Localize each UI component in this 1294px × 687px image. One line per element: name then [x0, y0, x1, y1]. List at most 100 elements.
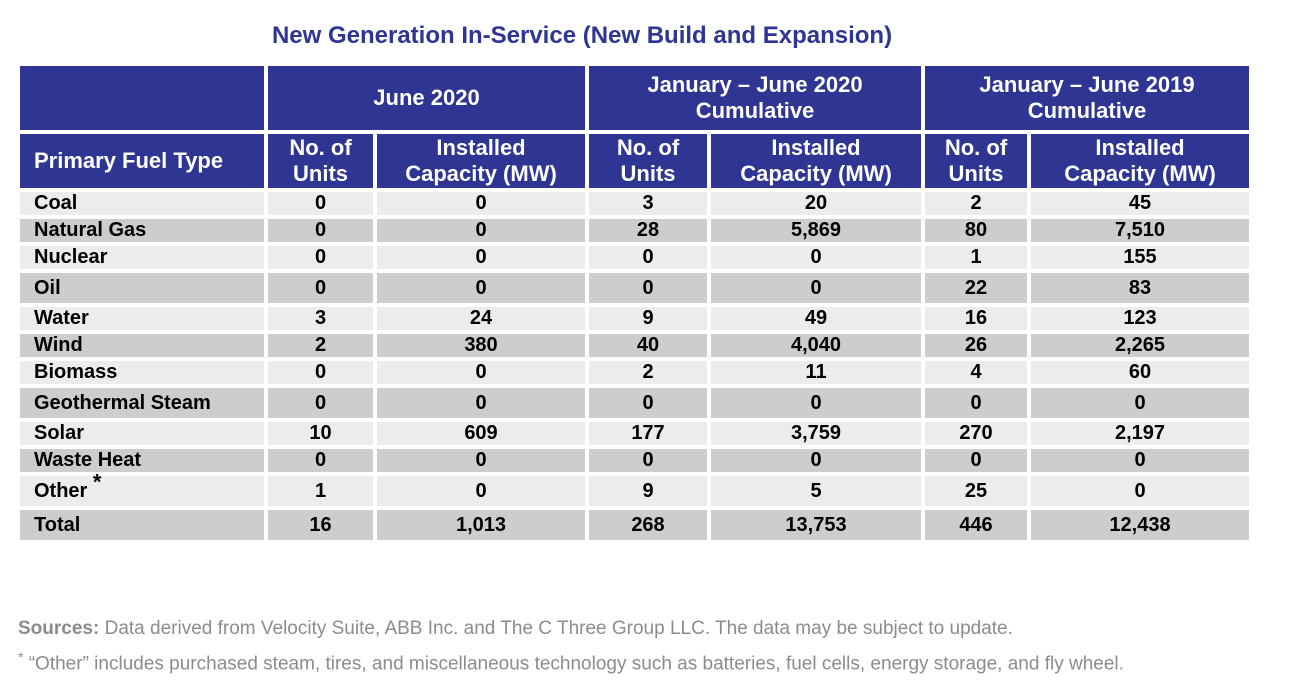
units-cell: 0	[268, 246, 373, 269]
capacity-cell: 12,438	[1031, 510, 1249, 540]
units-cell: 0	[268, 273, 373, 303]
units-cell: 80	[925, 219, 1027, 242]
group-header-jan-jun-2020: January – June 2020 Cumulative	[589, 66, 921, 130]
capacity-cell: 60	[1031, 361, 1249, 384]
fuel-type-label: Oil	[34, 276, 61, 299]
column-header-units: No. of Units	[268, 134, 373, 188]
units-cell: 3	[589, 192, 707, 215]
capacity-cell: 49	[711, 307, 921, 330]
units-cell: 9	[589, 476, 707, 506]
units-cell: 0	[925, 388, 1027, 418]
fuel-type-cell: Coal	[20, 192, 264, 215]
fuel-type-label: Natural Gas	[34, 219, 147, 241]
units-cell: 28	[589, 219, 707, 242]
group-header-june-2020: June 2020	[268, 66, 585, 130]
capacity-cell: 5,869	[711, 219, 921, 242]
footnote-marker: *	[92, 468, 102, 494]
fuel-type-cell: Biomass	[20, 361, 264, 384]
units-cell: 0	[589, 246, 707, 269]
units-cell: 0	[589, 449, 707, 472]
table-row: Wind 2 380 40 4,040 26 2,265	[20, 334, 1249, 357]
table-row: Geothermal Steam 0 0 0 0 0 0	[20, 388, 1249, 418]
fuel-type-cell: Other *	[20, 470, 264, 506]
fuel-type-label: Waste Heat	[34, 449, 142, 471]
table-row: Solar 10 609 177 3,759 270 2,197	[20, 422, 1249, 445]
table-row: Biomass 0 0 2 11 4 60	[20, 361, 1249, 384]
units-cell: 40	[589, 334, 707, 357]
capacity-cell: 380	[377, 334, 585, 357]
fuel-type-cell: Natural Gas	[20, 219, 264, 242]
fuel-type-label: Geothermal Steam	[34, 391, 211, 414]
units-cell: 9	[589, 307, 707, 330]
column-header-capacity: Installed Capacity (MW)	[711, 134, 921, 188]
footnote-marker: *	[18, 649, 24, 665]
units-cell: 270	[925, 422, 1027, 445]
units-cell: 16	[268, 510, 373, 540]
units-cell: 0	[589, 388, 707, 418]
sources-note: Sources: Data derived from Velocity Suit…	[18, 618, 1013, 640]
fuel-type-cell: Waste Heat	[20, 449, 264, 472]
fuel-type-cell: Water	[20, 307, 264, 330]
capacity-cell: 0	[1031, 449, 1249, 472]
capacity-cell: 7,510	[1031, 219, 1249, 242]
capacity-cell: 609	[377, 422, 585, 445]
header-blank-cell	[20, 66, 264, 130]
fuel-type-label: Wind	[34, 334, 83, 356]
column-header-capacity: Installed Capacity (MW)	[377, 134, 585, 188]
column-header-units: No. of Units	[589, 134, 707, 188]
units-cell: 0	[268, 361, 373, 384]
column-header-units: No. of Units	[925, 134, 1027, 188]
other-footnote: * “Other” includes purchased steam, tire…	[18, 649, 1124, 675]
capacity-cell: 24	[377, 307, 585, 330]
capacity-cell: 4,040	[711, 334, 921, 357]
units-cell: 25	[925, 476, 1027, 506]
fuel-type-cell: Oil	[20, 273, 264, 303]
units-cell: 0	[268, 192, 373, 215]
capacity-cell: 0	[1031, 388, 1249, 418]
column-header-fuel: Primary Fuel Type	[20, 134, 264, 188]
fuel-type-cell: Total	[20, 510, 264, 540]
units-cell: 3	[268, 307, 373, 330]
fuel-type-label: Other	[34, 479, 88, 502]
capacity-cell: 3,759	[711, 422, 921, 445]
units-cell: 177	[589, 422, 707, 445]
capacity-cell: 0	[377, 476, 585, 506]
sources-label: Sources:	[18, 618, 100, 639]
table-row: Oil 0 0 0 0 22 83	[20, 273, 1249, 303]
fuel-type-label: Coal	[34, 192, 78, 214]
fuel-type-label: Biomass	[34, 361, 118, 383]
units-cell: 0	[925, 449, 1027, 472]
capacity-cell: 0	[377, 219, 585, 242]
units-cell: 0	[268, 449, 373, 472]
units-cell: 22	[925, 273, 1027, 303]
capacity-cell: 0	[711, 273, 921, 303]
capacity-cell: 0	[711, 388, 921, 418]
footnote-text: “Other” includes purchased steam, tires,…	[28, 653, 1124, 675]
units-cell: 1	[925, 246, 1027, 269]
units-cell: 16	[925, 307, 1027, 330]
capacity-cell: 2,197	[1031, 422, 1249, 445]
capacity-cell: 0	[377, 361, 585, 384]
sources-text: Data derived from Velocity Suite, ABB In…	[104, 618, 1013, 639]
fuel-type-cell: Geothermal Steam	[20, 388, 264, 418]
table-row: Nuclear 0 0 0 0 1 155	[20, 246, 1249, 269]
table-row: Natural Gas 0 0 28 5,869 80 7,510	[20, 219, 1249, 242]
page-title: New Generation In-Service (New Build and…	[271, 22, 893, 49]
units-cell: 0	[268, 388, 373, 418]
capacity-cell: 155	[1031, 246, 1249, 269]
units-cell: 2	[268, 334, 373, 357]
units-cell: 0	[589, 273, 707, 303]
fuel-type-cell: Wind	[20, 334, 264, 357]
units-cell: 1	[268, 476, 373, 506]
capacity-cell: 0	[711, 449, 921, 472]
fuel-type-label: Total	[34, 513, 81, 536]
capacity-cell: 45	[1031, 192, 1249, 215]
capacity-cell: 11	[711, 361, 921, 384]
table-row: Coal 0 0 3 20 2 45	[20, 192, 1249, 215]
table-body: Coal 0 0 3 20 2 45 Natural Gas 0 0 28 5,869 80 7,510 N…	[20, 192, 1249, 540]
capacity-cell: 123	[1031, 307, 1249, 330]
units-cell: 268	[589, 510, 707, 540]
capacity-cell: 20	[711, 192, 921, 215]
units-cell: 26	[925, 334, 1027, 357]
capacity-cell: 0	[711, 246, 921, 269]
